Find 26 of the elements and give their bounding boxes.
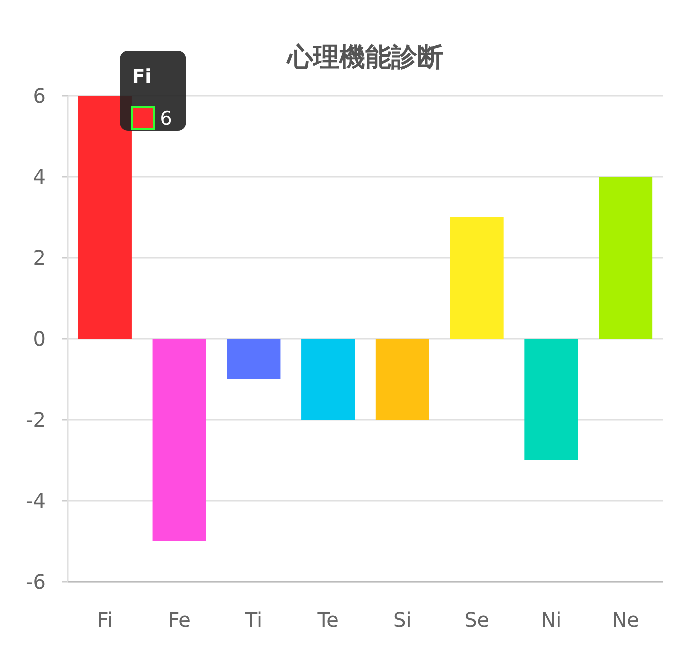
y-tick-label: 0 [33,327,46,351]
y-tick-label: -2 [26,408,46,432]
annotation: Fi [132,66,152,88]
x-tick-label: Si [394,608,412,632]
x-tick-label: Se [464,608,490,632]
bar [78,96,132,339]
bar [524,339,578,460]
y-tick-label: 6 [33,84,46,108]
y-tick-label: 2 [33,246,46,270]
y-tick-label: -4 [26,489,46,513]
x-tick-label: Te [316,608,339,632]
bar [152,339,206,542]
x-tick-label: Ne [612,608,640,632]
x-tick-label: Fi [97,608,113,632]
y-tick-label: -6 [26,570,46,594]
bar [599,177,653,339]
chart-title: 心理機能診断 [286,43,444,73]
x-tick-label: Fe [168,608,191,632]
y-tick-label: 4 [33,165,46,189]
annotation: 6 [160,108,172,130]
bar [227,339,281,380]
x-tick-label: Ti [244,608,263,632]
bar [376,339,430,420]
x-tick-label: Ni [541,608,562,632]
bar [450,218,504,339]
bar [302,339,356,420]
